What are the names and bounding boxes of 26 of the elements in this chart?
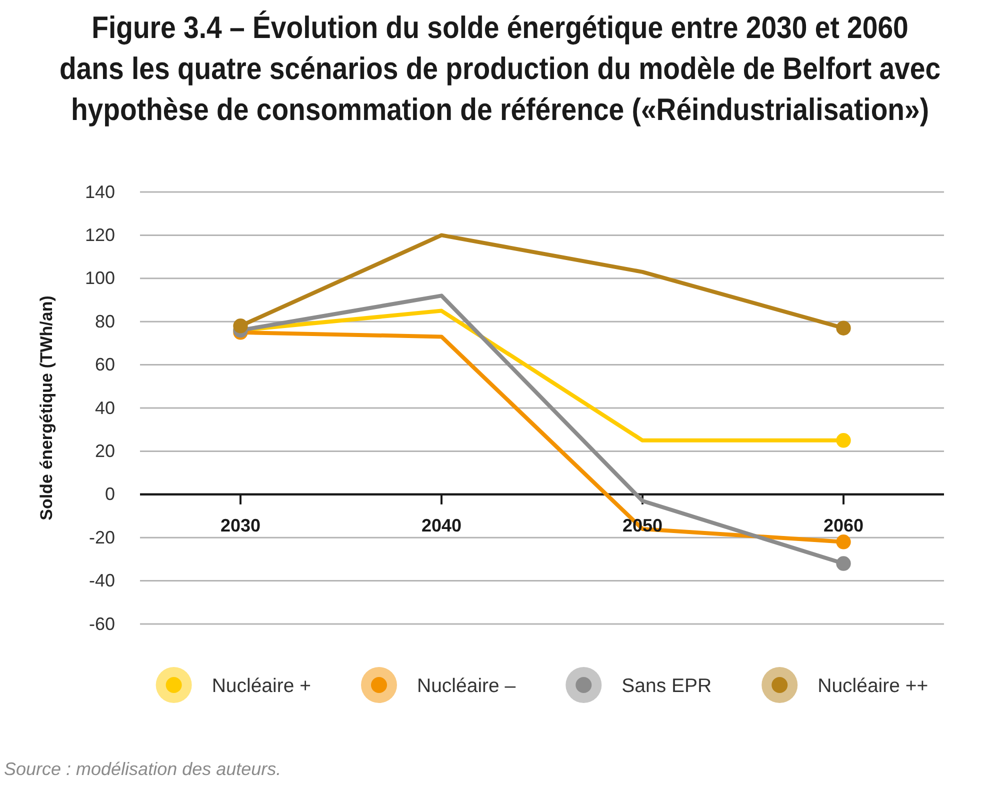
x-tick-label: 2060 bbox=[823, 515, 864, 536]
point bbox=[233, 318, 248, 334]
y-tick-label: -40 bbox=[88, 570, 115, 591]
chart-title: Figure 3.4 – Évolution du solde énergétique entre 2030 et 2060 dans les quatre scénarios de production du modèle de Belfort avec hypothèse de consommation de référence («Réindustrialisation») bbox=[59, 10, 941, 128]
y-tick-label: -60 bbox=[88, 614, 115, 634]
y-tick-label: 80 bbox=[94, 311, 115, 332]
y-tick-label: 40 bbox=[94, 398, 115, 418]
y-tick-label: 100 bbox=[84, 268, 115, 288]
point bbox=[836, 433, 851, 448]
point bbox=[836, 534, 851, 550]
x-tick-label: 2040 bbox=[421, 515, 462, 536]
y-tick-label: 20 bbox=[94, 440, 115, 461]
point bbox=[836, 320, 851, 336]
y-tick-label: -20 bbox=[88, 527, 115, 548]
point bbox=[836, 556, 851, 571]
y-tick-label: 60 bbox=[94, 354, 115, 375]
y-axis-title: Solde énergétique (TWh/an) bbox=[37, 296, 56, 520]
x-tick-label: 2030 bbox=[220, 515, 261, 536]
legend-label: Nucléaire – bbox=[417, 675, 516, 697]
legend-label: Nucléaire ++ bbox=[818, 675, 928, 697]
y-tick-label: 120 bbox=[84, 224, 115, 245]
legend-label: Sans EPR bbox=[622, 675, 712, 697]
source-note: Source : modélisation des auteurs. bbox=[4, 759, 282, 779]
y-tick-label: 140 bbox=[84, 182, 115, 202]
legend-label: Nucléaire + bbox=[212, 675, 311, 697]
y-tick-label: 0 bbox=[104, 484, 115, 504]
